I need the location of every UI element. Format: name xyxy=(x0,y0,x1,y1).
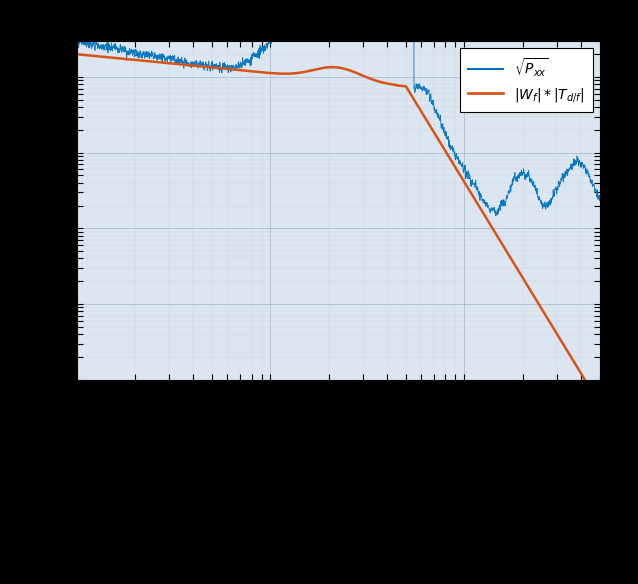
Legend: $\sqrt{P_{xx}}$, $|W_f| * |T_{d/f}|$: $\sqrt{P_{xx}}$, $|W_f| * |T_{d/f}|$ xyxy=(460,48,593,112)
